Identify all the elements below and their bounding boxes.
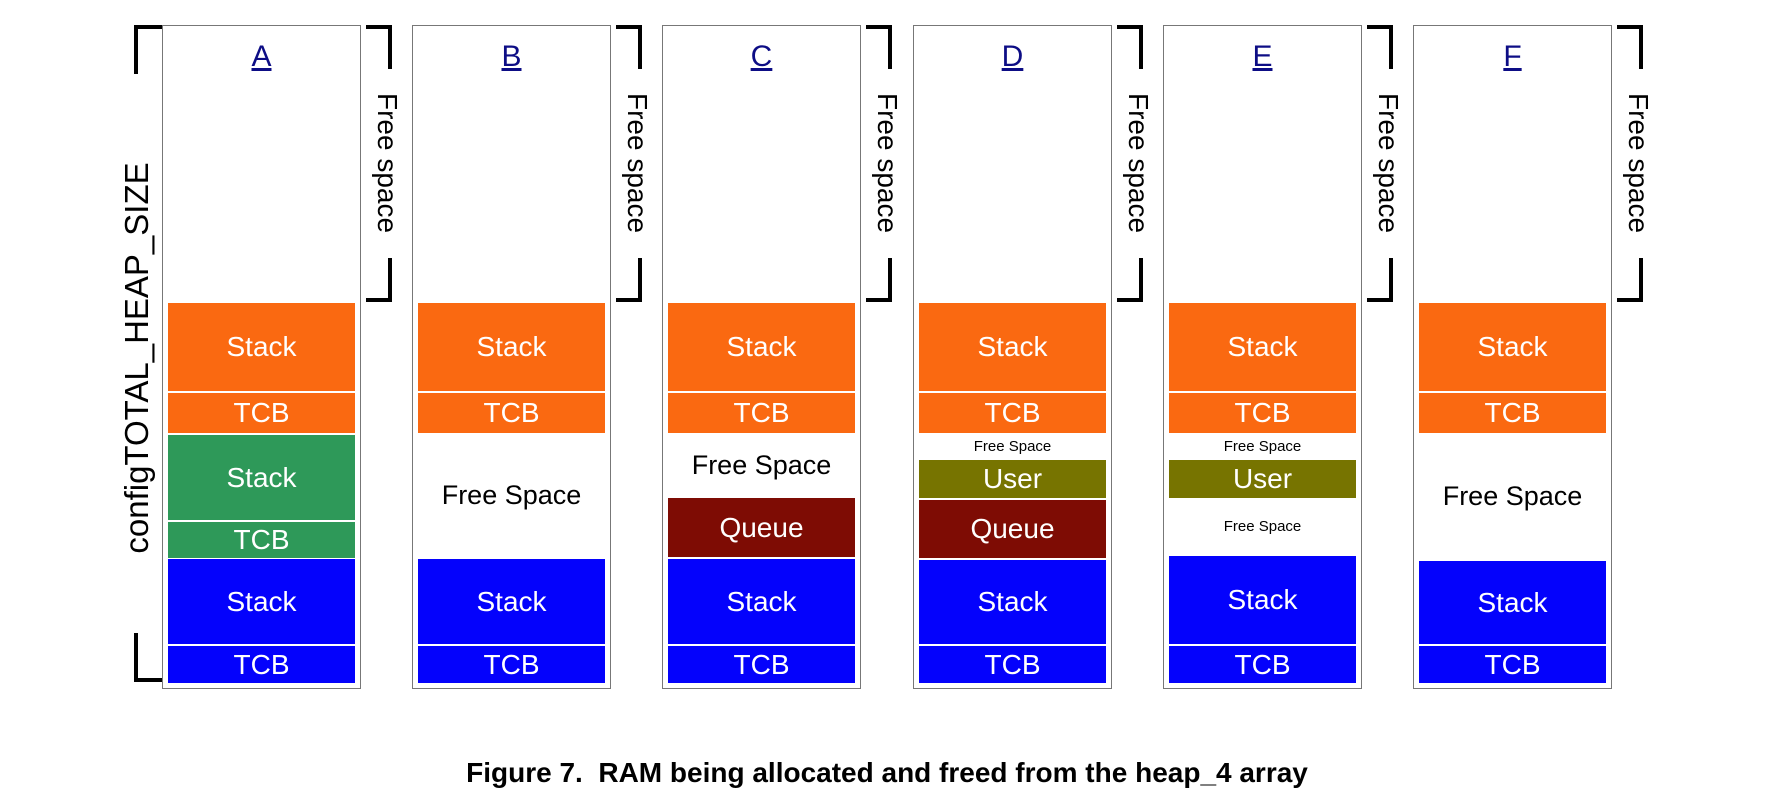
- column-label-link-e[interactable]: E: [1252, 40, 1273, 73]
- block-stack: Stack: [1169, 303, 1356, 391]
- block-free-space: Free Space: [1223, 437, 1302, 455]
- block-stack: Stack: [168, 303, 355, 391]
- bracket-bottom-corner: [616, 258, 642, 302]
- heap-size-bracket: [134, 25, 162, 682]
- figure-caption: Figure 7. RAM being allocated and freed …: [466, 757, 1308, 788]
- block-tcb: TCB: [919, 646, 1106, 683]
- bracket-top-corner: [1617, 25, 1643, 69]
- block-tcb: TCB: [168, 522, 355, 558]
- heap-column-a: A Stack TCB Stack TCB Stack TCB: [162, 25, 361, 689]
- column-label-link-d[interactable]: D: [1001, 40, 1024, 73]
- heap-column-b: B Stack TCB Free Space Stack TCB: [412, 25, 611, 689]
- block-stack: Stack: [668, 559, 855, 644]
- block-user: User: [1169, 460, 1356, 498]
- heap-column-c: C Stack TCB Free Space Queue Stack TCB: [662, 25, 861, 689]
- heap-column-d: D Stack TCB Free Space User Queue Stack TCB: [913, 25, 1112, 689]
- free-space-bracket-f: [1617, 25, 1643, 302]
- free-space-bracket-d: [1117, 25, 1143, 302]
- block-user: User: [919, 460, 1106, 498]
- block-stack: Stack: [1419, 303, 1606, 391]
- block-tcb: TCB: [919, 393, 1106, 433]
- block-stack: Stack: [168, 559, 355, 644]
- block-queue: Queue: [668, 498, 855, 557]
- block-tcb: TCB: [418, 393, 605, 433]
- column-label-link-c[interactable]: C: [750, 40, 773, 73]
- block-free-space: Free Space: [973, 437, 1052, 455]
- free-space-bracket-e: [1367, 25, 1393, 302]
- block-tcb: TCB: [1419, 393, 1606, 433]
- free-space-bracket-label: Free space: [872, 92, 903, 234]
- block-queue: Queue: [919, 500, 1106, 558]
- bracket-bottom-corner: [1367, 258, 1393, 302]
- block-stack: Stack: [919, 560, 1106, 644]
- heap-bracket-bottom-corner: [134, 633, 162, 682]
- block-tcb: TCB: [668, 393, 855, 433]
- free-space-bracket-c: [866, 25, 892, 302]
- block-free-space: Free Space: [1442, 480, 1583, 511]
- bracket-bottom-corner: [1617, 258, 1643, 302]
- block-tcb: TCB: [668, 646, 855, 683]
- block-tcb: TCB: [1419, 646, 1606, 683]
- column-label-link-a[interactable]: A: [251, 40, 272, 73]
- block-tcb: TCB: [1169, 646, 1356, 683]
- bracket-bottom-corner: [366, 258, 392, 302]
- block-tcb: TCB: [418, 646, 605, 683]
- block-stack: Stack: [168, 435, 355, 520]
- block-free-space: Free Space: [441, 480, 582, 510]
- free-space-bracket-label: Free space: [372, 92, 403, 234]
- bracket-top-corner: [1117, 25, 1143, 69]
- free-space-bracket-label: Free space: [1123, 92, 1154, 234]
- block-stack: Stack: [1169, 556, 1356, 644]
- block-stack: Stack: [418, 303, 605, 391]
- bracket-top-corner: [616, 25, 642, 69]
- block-stack: Stack: [668, 303, 855, 391]
- bracket-top-corner: [866, 25, 892, 69]
- heap-column-e: E Stack TCB Free Space User Free Space Stack TC…: [1163, 25, 1362, 689]
- free-space-bracket-a: [366, 25, 392, 302]
- bracket-top-corner: [1367, 25, 1393, 69]
- free-space-bracket-label: Free space: [1373, 92, 1404, 234]
- bracket-bottom-corner: [866, 258, 892, 302]
- free-space-bracket-label: Free space: [1623, 92, 1654, 234]
- block-tcb: TCB: [1169, 393, 1356, 433]
- block-stack: Stack: [1419, 561, 1606, 644]
- block-free-space: Free Space: [1223, 517, 1302, 535]
- column-label-link-b[interactable]: B: [501, 40, 522, 73]
- block-stack: Stack: [418, 559, 605, 644]
- bracket-bottom-corner: [1117, 258, 1143, 302]
- free-space-bracket-b: [616, 25, 642, 302]
- block-tcb: TCB: [168, 646, 355, 683]
- heap-size-label: configTOTAL_HEAP_SIZE: [118, 162, 155, 554]
- column-label-link-f[interactable]: F: [1503, 40, 1522, 73]
- block-tcb: TCB: [168, 393, 355, 433]
- heap-column-f: F Stack TCB Free Space Stack TCB: [1413, 25, 1612, 689]
- bracket-top-corner: [366, 25, 392, 69]
- block-free-space: Free Space: [691, 449, 832, 480]
- heap-bracket-top-corner: [134, 25, 162, 74]
- block-stack: Stack: [919, 303, 1106, 391]
- free-space-bracket-label: Free space: [622, 92, 653, 234]
